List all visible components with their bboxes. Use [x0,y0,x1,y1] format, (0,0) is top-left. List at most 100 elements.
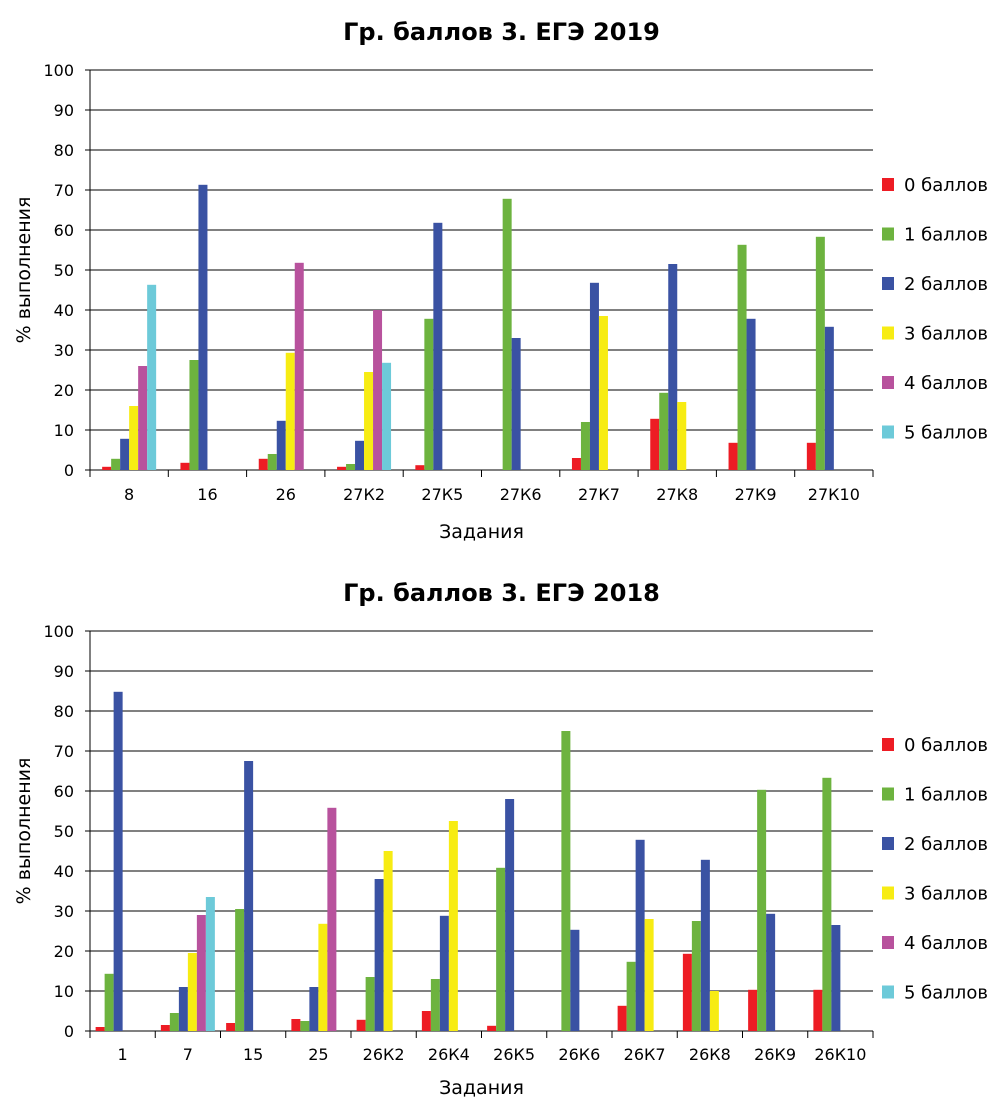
x-tick-label: 27К9 [735,485,777,504]
bar [650,418,660,470]
bar [95,1027,105,1031]
legend-swatch [882,936,894,949]
legend-swatch [882,376,894,389]
y-tick-label: 40 [54,301,74,320]
x-tick-label: 8 [124,485,134,504]
bar [356,1019,366,1031]
bar [487,1025,497,1031]
bar [709,991,719,1031]
bar [598,316,608,470]
x-tick-label: 27К2 [343,485,385,504]
legend-label: 2 баллов [904,834,988,855]
legend-label: 4 баллов [904,933,988,954]
bar [294,262,304,470]
bar [421,1011,431,1031]
bar [364,372,374,470]
y-tick-label: 50 [54,261,74,280]
bar [617,1005,627,1031]
legend-label: 2 баллов [904,274,988,295]
bar [226,1023,236,1031]
bar [748,989,758,1031]
bar [129,406,139,470]
legend-swatch [882,738,894,751]
legend-label: 4 баллов [904,373,988,394]
bar [505,799,515,1031]
bar [430,979,440,1031]
bar [309,987,319,1031]
bar [120,438,130,470]
y-tick-label: 100 [43,61,74,80]
x-tick-label: 15 [243,1045,263,1064]
legend-swatch [882,985,894,999]
y-tick-label: 10 [54,982,74,1001]
y-tick-label: 40 [54,862,74,881]
bar [285,352,295,470]
legend-swatch [882,277,894,290]
y-tick-label: 100 [43,622,74,641]
x-tick-label: 16 [197,485,217,504]
legend-swatch [882,886,894,900]
bar [561,731,571,1031]
bar [433,222,443,470]
bar [570,929,580,1031]
bar [327,807,337,1031]
bar [258,458,268,470]
y-tick-label: 10 [54,421,74,440]
legend-label: 5 баллов [904,423,988,444]
y-axis-label: % выполнения [13,197,35,344]
y-tick-label: 50 [54,822,74,841]
bar [374,879,384,1031]
bar [198,184,208,471]
x-tick-label: 26К6 [558,1045,600,1064]
bar [635,839,645,1031]
bar [415,465,425,470]
bar [169,1013,179,1031]
bar [580,422,590,470]
legend-swatch [882,178,894,191]
bar [806,442,816,470]
bar [138,366,148,470]
bar [831,925,841,1031]
bar [424,318,434,470]
y-tick-label: 70 [54,742,74,761]
x-tick-label: 7 [183,1045,193,1064]
bar [187,953,197,1031]
bar [822,777,832,1031]
bar [737,244,747,470]
legend-label: 5 баллов [904,983,988,1004]
bar [757,789,767,1031]
bar [337,466,347,470]
chart-0: Гр. баллов 3. ЕГЭ 2019 0 10 20 30 40 50 60 70 80 9… [13,18,988,543]
bar [728,442,738,470]
x-tick-label: 26К8 [689,1045,731,1064]
bar [276,420,286,470]
legend-label: 1 баллов [904,785,988,806]
bar [626,961,636,1031]
bar [160,1025,170,1031]
bar [677,402,687,470]
x-tick-label: 26К4 [428,1045,470,1064]
bar [291,1019,301,1031]
bar [383,851,393,1031]
y-tick-label: 90 [54,662,74,681]
x-tick-label: 1 [118,1045,128,1064]
legend-label: 1 баллов [904,225,988,246]
y-tick-label: 60 [54,221,74,240]
x-tick-label: 27К8 [656,485,698,504]
bar [147,284,157,470]
legend: 0 баллов 1 баллов 2 баллов 3 баллов 4 баллов… [882,175,988,444]
legend-label: 3 баллов [904,884,988,905]
legend-swatch [882,227,894,241]
bar [766,913,776,1031]
x-tick-label: 26К2 [363,1045,405,1064]
y-tick-label: 90 [54,101,74,120]
y-tick-label: 60 [54,782,74,801]
x-tick-label: 27К6 [500,485,542,504]
bar [691,921,701,1031]
legend-swatch [882,787,894,801]
legend-swatch [882,326,894,340]
y-tick-label: 20 [54,942,74,961]
x-tick-label: 26К5 [493,1045,535,1064]
bar [111,458,121,470]
